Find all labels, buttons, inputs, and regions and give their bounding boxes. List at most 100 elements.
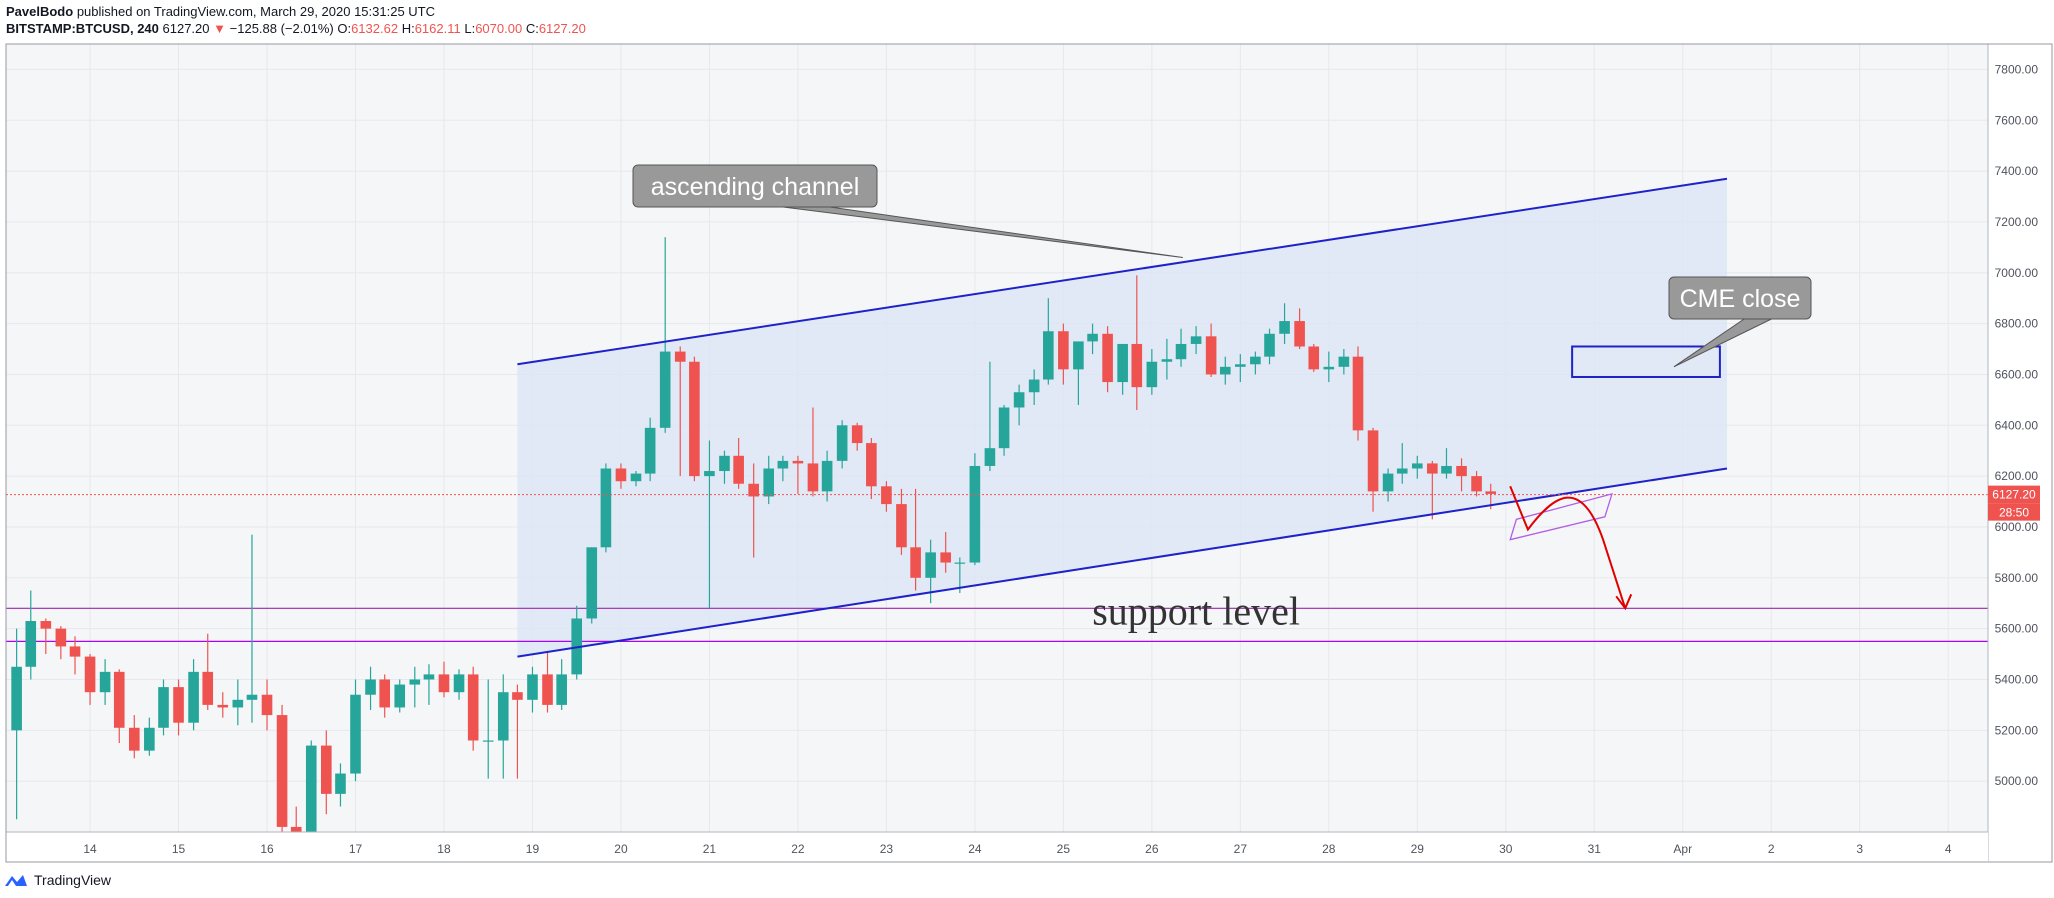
candle xyxy=(1117,343,1128,395)
x-tick-label: 29 xyxy=(1411,842,1425,856)
candle xyxy=(881,481,892,512)
x-tick-label: 28 xyxy=(1322,842,1336,856)
candle xyxy=(453,669,465,700)
candle-body xyxy=(113,671,125,728)
candle-body xyxy=(144,727,155,751)
candle-body xyxy=(305,745,317,838)
candle-body xyxy=(246,694,258,700)
candle xyxy=(158,679,169,736)
candle xyxy=(497,674,509,779)
y-tick-label: 7200.00 xyxy=(1995,215,2039,229)
candle xyxy=(630,471,642,487)
candle xyxy=(261,679,273,731)
candle xyxy=(11,628,22,820)
candle-body xyxy=(1161,359,1173,362)
candle xyxy=(1427,460,1438,520)
candle xyxy=(719,450,730,484)
candle xyxy=(1411,455,1423,479)
candle-body xyxy=(84,656,96,693)
candle-body xyxy=(1471,476,1482,492)
candle-body xyxy=(630,473,642,482)
candle xyxy=(1323,351,1335,383)
candle xyxy=(1146,349,1158,395)
y-tick-label: 5600.00 xyxy=(1995,622,2039,636)
y-tick-label: 7400.00 xyxy=(1995,164,2039,178)
candle-body xyxy=(659,351,671,428)
y-tick-label: 5400.00 xyxy=(1995,672,2039,686)
candle xyxy=(527,666,538,713)
candle-body xyxy=(542,674,553,705)
candle-body xyxy=(896,504,907,548)
channel-upper-line[interactable] xyxy=(517,177,1728,366)
candle-body xyxy=(276,715,288,827)
candle xyxy=(940,532,951,573)
tradingview-brand[interactable]: TradingView xyxy=(34,872,112,888)
candle-body xyxy=(1323,366,1335,370)
x-tick-label: Apr xyxy=(1673,842,1692,856)
candle-body xyxy=(320,745,332,794)
candle-body xyxy=(482,740,494,742)
candle xyxy=(276,704,288,835)
candle xyxy=(173,679,184,736)
candle xyxy=(777,455,789,482)
candle xyxy=(1308,343,1320,372)
candle-body xyxy=(1367,430,1379,492)
candle xyxy=(305,740,317,843)
candle xyxy=(69,636,81,675)
candle-body xyxy=(1073,341,1084,370)
author-name[interactable]: PavelBodo xyxy=(6,4,74,19)
y-tick-label: 7600.00 xyxy=(1995,113,2039,127)
cme-close-label: CME close xyxy=(1668,276,1812,368)
y-tick-label: 5200.00 xyxy=(1995,723,2039,737)
candle-body xyxy=(158,687,169,728)
low-label: L: xyxy=(464,21,476,36)
candle xyxy=(1043,298,1054,385)
candle xyxy=(438,661,450,698)
candle xyxy=(1058,323,1069,385)
chart-border xyxy=(5,43,2053,863)
candle-body xyxy=(600,468,612,548)
x-tick-label: 18 xyxy=(437,842,451,856)
candle xyxy=(379,674,391,718)
x-tick-label: 4 xyxy=(1945,842,1952,856)
candle-body xyxy=(748,483,759,497)
candle xyxy=(969,453,981,566)
candle-body xyxy=(202,671,214,705)
candle-body xyxy=(423,674,435,680)
countdown-value: 28:50 xyxy=(1999,506,2029,520)
candle-body xyxy=(1338,356,1350,367)
y-tick-label: 6400.00 xyxy=(1995,418,2039,432)
x-tick-label: 23 xyxy=(880,842,894,856)
y-axis-labels: 5000.00 5200.00 5400.00 5600.00 5800.00 6000.… xyxy=(1995,62,2039,788)
countdown-tag xyxy=(1988,503,2040,521)
candle-body xyxy=(733,455,744,484)
channel-lower-line[interactable] xyxy=(517,467,1728,658)
x-tick-label: 21 xyxy=(703,842,717,856)
candle-body xyxy=(1190,336,1202,344)
price-axis[interactable] xyxy=(1988,44,2054,861)
y-tick-label: 6200.00 xyxy=(1995,469,2039,483)
down-arrow-icon: ▼ xyxy=(213,21,227,36)
candle-body xyxy=(925,552,936,578)
candle-body xyxy=(25,621,37,667)
x-tick-label: 3 xyxy=(1856,842,1863,856)
x-tick-label: 26 xyxy=(1145,842,1159,856)
candle xyxy=(246,534,258,723)
candle xyxy=(1175,328,1187,367)
candle-body xyxy=(261,694,273,716)
candle-body xyxy=(998,407,1010,449)
symbol-label: BITSTAMP:BTCUSD, 240 xyxy=(6,21,159,36)
low-value: 6070.00 xyxy=(475,21,523,36)
candle xyxy=(1102,326,1113,393)
candle-body xyxy=(453,674,465,693)
candle-body xyxy=(1382,473,1394,492)
x-tick-label: 24 xyxy=(968,842,982,856)
candle-body xyxy=(940,552,951,563)
time-axis[interactable] xyxy=(6,832,1988,862)
x-axis-labels: 14 15 16 17 18 19 20 21 22 23 24 25 26 27 28 29 30 31 Apr 2… xyxy=(83,842,1951,856)
candle xyxy=(851,422,863,451)
tradingview-logo-icon[interactable] xyxy=(4,872,28,888)
candle xyxy=(1250,351,1261,375)
x-tick-label: 15 xyxy=(172,842,186,856)
